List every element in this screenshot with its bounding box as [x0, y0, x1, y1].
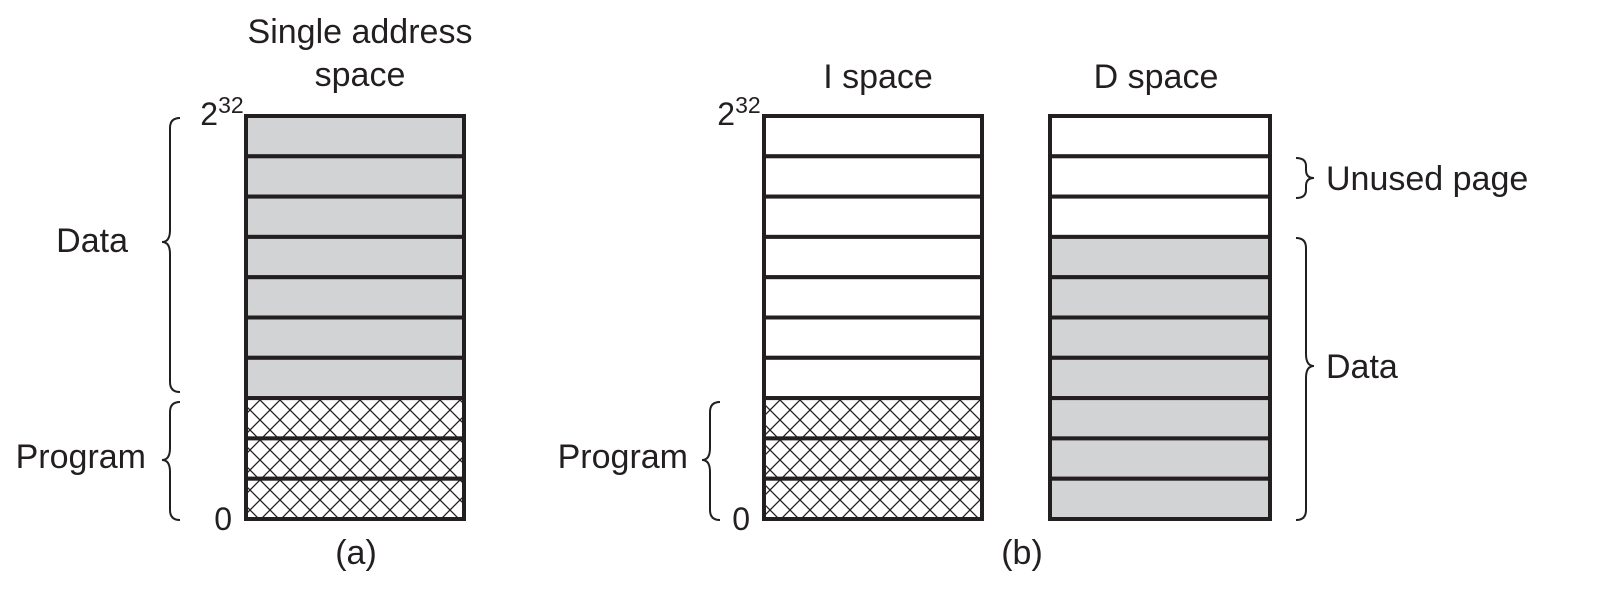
data-brace-a	[161, 117, 181, 393]
unused-page	[762, 194, 984, 239]
data-page	[244, 355, 466, 401]
unused-page	[762, 154, 984, 199]
unused-page	[762, 355, 984, 401]
data-page	[244, 194, 466, 239]
data-page	[1048, 476, 1272, 522]
data-page	[1048, 275, 1272, 320]
data-page	[1048, 355, 1272, 401]
data-page	[1048, 234, 1272, 280]
unused-page	[1048, 194, 1272, 239]
panel-a: Single address space 232 0 Data Program …	[16, 13, 473, 572]
unused-page	[762, 114, 984, 159]
d-space-title: D space	[1094, 58, 1219, 96]
program-page	[762, 396, 984, 441]
program-page	[762, 476, 984, 522]
panel-b-top-exponent: 32	[735, 92, 761, 118]
program-page	[244, 396, 466, 441]
panel-a-top-address: 232	[200, 92, 243, 132]
data-page	[1048, 396, 1272, 441]
data-page	[1048, 315, 1272, 360]
panel-a-bottom-address: 0	[214, 501, 232, 537]
unused-page	[762, 315, 984, 360]
panel-b-caption: (b)	[1001, 534, 1043, 572]
panel-b-bottom-address: 0	[732, 501, 750, 537]
panel-a-top-exponent: 32	[218, 92, 244, 118]
unused-page	[1048, 114, 1272, 159]
program-brace-a	[161, 401, 181, 521]
panel-a-top-base: 2	[200, 96, 218, 132]
program-brace-b	[701, 401, 721, 521]
panel-a-title-line1: Single address	[248, 13, 473, 51]
panel-b-top-address: 232	[717, 92, 760, 132]
panel-a-caption: (a)	[335, 534, 377, 572]
i-space-title: I space	[823, 58, 933, 96]
data-page	[244, 275, 466, 320]
panel-a-title-line2: space	[315, 56, 406, 94]
unused-page	[762, 234, 984, 280]
data-page	[1048, 436, 1272, 481]
data-page	[244, 315, 466, 360]
data-page	[244, 114, 466, 159]
panel-b-data-label: Data	[1326, 348, 1398, 386]
program-page	[762, 436, 984, 481]
data-page	[244, 234, 466, 280]
program-page	[244, 436, 466, 481]
single-address-column	[244, 114, 466, 522]
unused-page	[762, 275, 984, 320]
program-page	[244, 476, 466, 522]
data-brace-b	[1295, 237, 1315, 521]
panel-b: I space D space 232 0 Program Unused pag…	[558, 58, 1529, 572]
unused-page-label: Unused page	[1326, 160, 1528, 198]
unused-page	[1048, 154, 1272, 199]
panel-b-top-base: 2	[717, 96, 735, 132]
i-space-column	[762, 114, 984, 522]
unused-page-brace	[1295, 157, 1315, 199]
panel-a-data-label: Data	[56, 222, 128, 260]
panel-b-program-label: Program	[558, 438, 688, 476]
panel-a-program-label: Program	[16, 438, 146, 476]
data-page	[244, 154, 466, 199]
d-space-column	[1048, 114, 1272, 522]
